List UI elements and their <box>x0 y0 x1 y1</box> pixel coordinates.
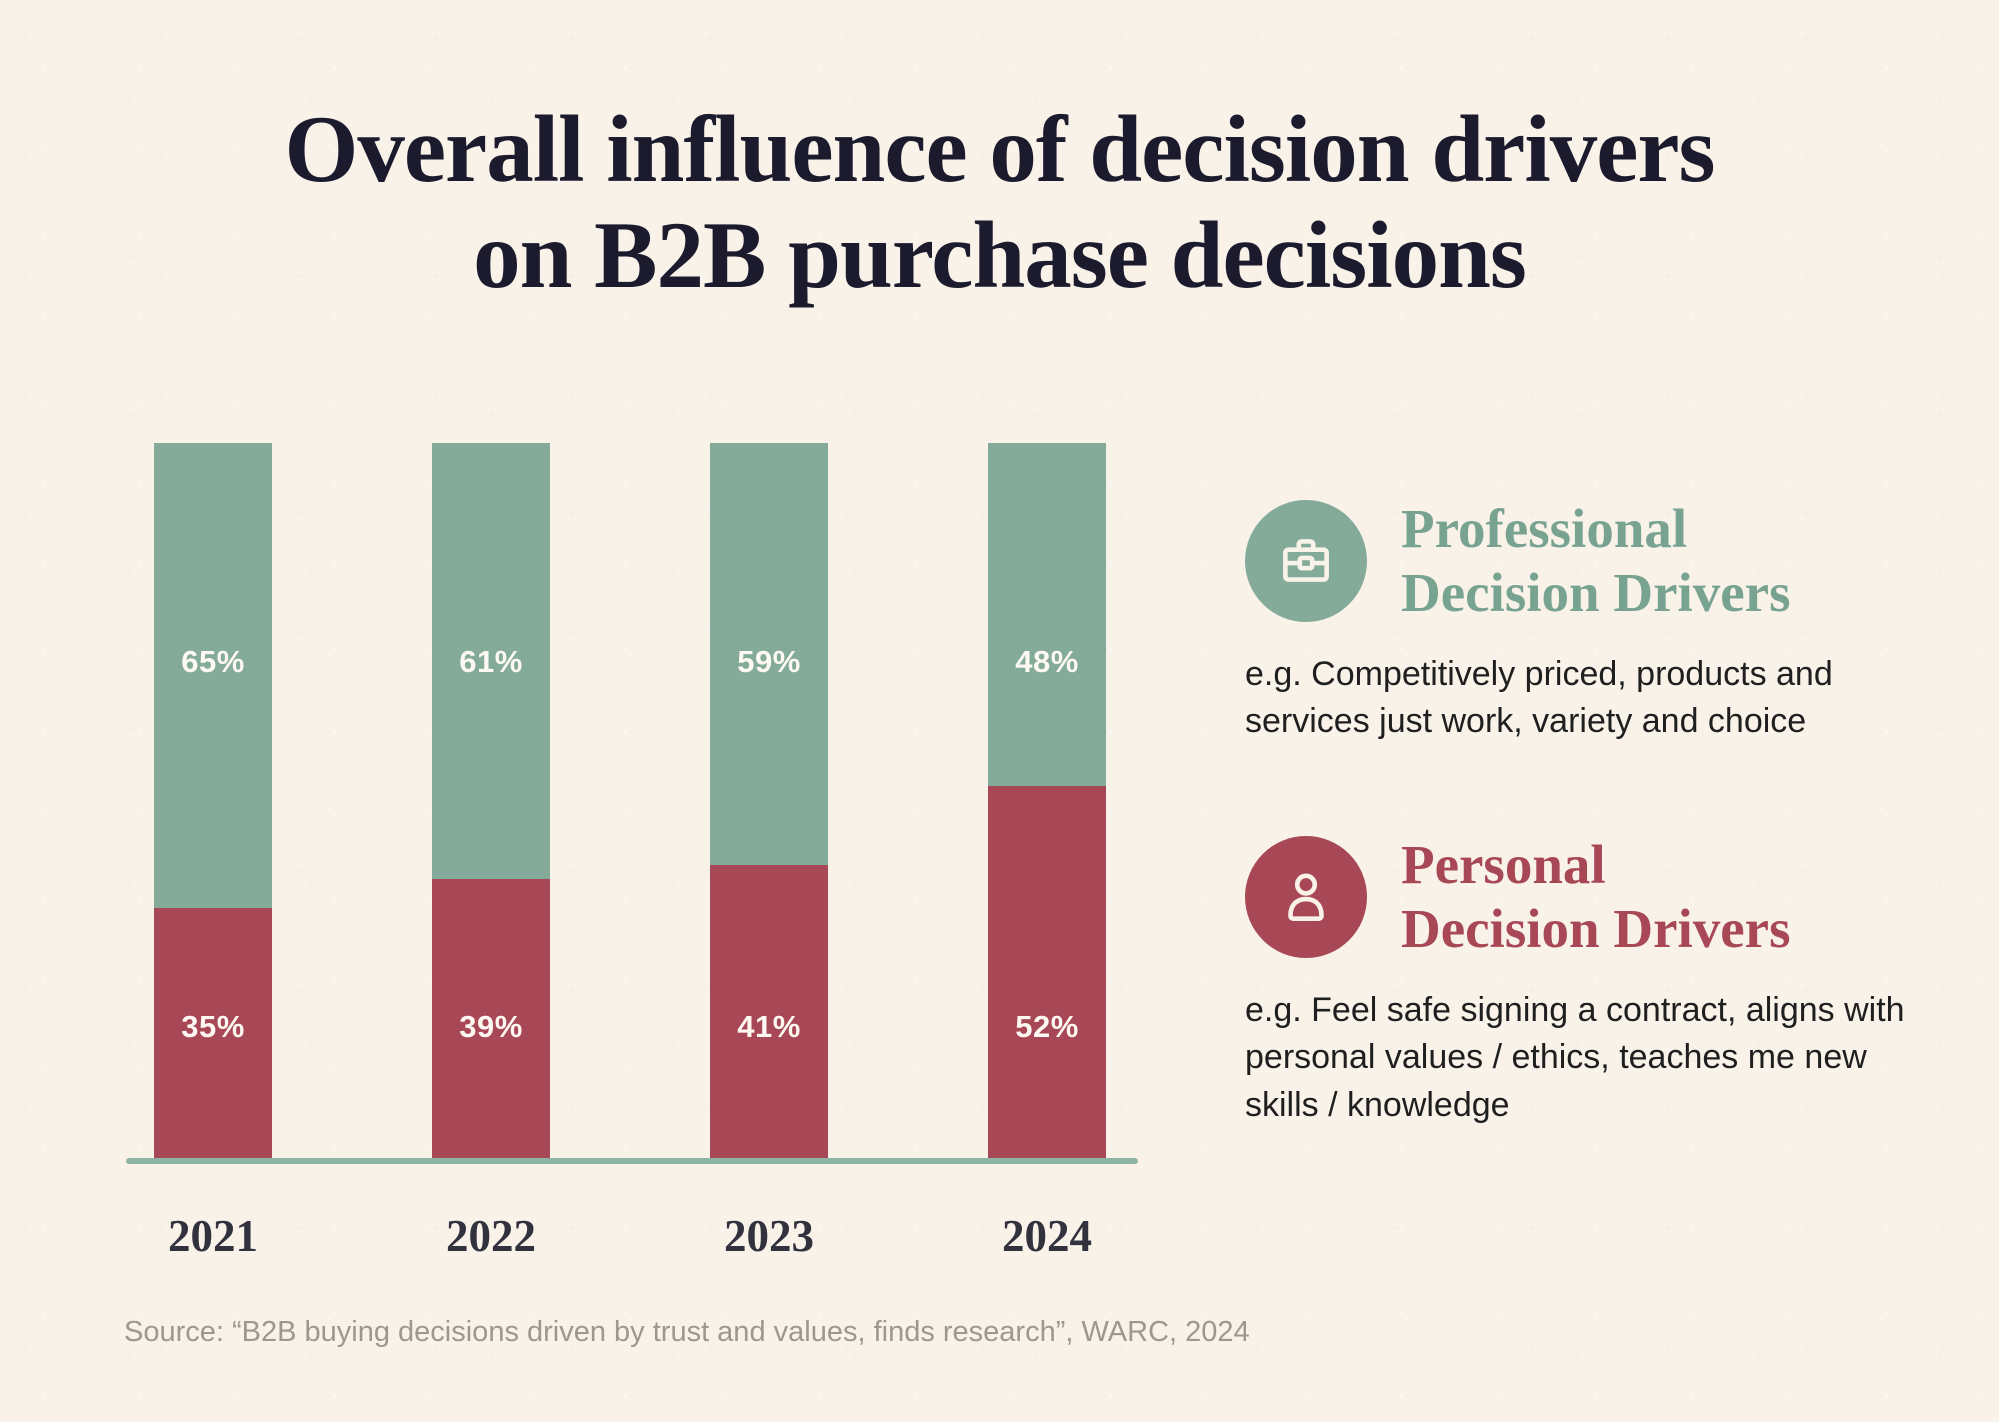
professional-legend-badge <box>1245 499 1367 622</box>
legend-professional-description: e.g. Competitively priced, products and … <box>1245 654 1833 741</box>
legend-personal-header: Personal Decision Drivers <box>1245 833 1935 961</box>
legend-personal: Personal Decision Drivers e.g. Feel safe… <box>1245 833 1935 1129</box>
professional-value-label: 65% <box>181 644 245 679</box>
bar-group-2023: 59% 41% 2023 <box>710 443 828 1261</box>
legend-professional-title-line-1: Professional <box>1401 498 1688 559</box>
bar-segment-professional <box>710 443 828 865</box>
legend-personal-description: e.g. Feel safe signing a contract, align… <box>1245 990 1905 1124</box>
page-title: Overall influence of decision drivers on… <box>0 96 1999 309</box>
bar-group-2022: 61% 39% 2022 <box>432 443 550 1261</box>
bar-segment-professional <box>988 443 1106 787</box>
bar-segment-personal <box>710 864 828 1158</box>
personal-value-label: 35% <box>181 1009 245 1044</box>
professional-value-label: 59% <box>737 644 801 679</box>
legend-professional-title: Professional Decision Drivers <box>1401 497 1791 625</box>
bar-group-2021: 65% 35% 2021 <box>154 443 272 1261</box>
personal-value-label: 52% <box>1015 1009 1079 1044</box>
personal-value-label: 41% <box>737 1009 801 1044</box>
x-axis-label-2021: 2021 <box>168 1211 258 1261</box>
legend-personal-title-line-1: Personal <box>1401 834 1606 895</box>
bar-segment-professional <box>432 443 550 880</box>
legend-professional-header: Professional Decision Drivers <box>1245 497 1935 625</box>
stacked-bar-2022 <box>432 443 550 1158</box>
legend-professional-title-line-2: Decision Drivers <box>1401 561 1791 623</box>
bar-segment-personal <box>432 879 550 1158</box>
bar-chart: 65% 35% 2021 61% 39% 2022 59% 41% 2023 48% 52% 2024 <box>126 443 1138 1263</box>
personal-value-label: 39% <box>459 1009 523 1044</box>
bar-segment-professional <box>154 443 272 908</box>
legend-personal-title: Personal Decision Drivers <box>1401 833 1791 961</box>
x-axis-label-2022: 2022 <box>446 1211 536 1261</box>
stacked-bar-2024 <box>988 443 1106 1158</box>
professional-value-label: 48% <box>1015 644 1079 679</box>
x-axis-label-2023: 2023 <box>724 1211 814 1261</box>
page-title-line-1: Overall influence of decision drivers <box>284 96 1715 202</box>
source-citation: Source: “B2B buying decisions driven by … <box>124 1316 1250 1348</box>
legend-personal-title-line-2: Decision Drivers <box>1401 897 1791 959</box>
page-title-line-2: on B2B purchase decisions <box>473 202 1527 309</box>
briefcase-icon <box>1283 538 1329 582</box>
person-icon <box>1288 873 1324 921</box>
x-axis-line <box>126 1158 1138 1164</box>
bar-group-2024: 48% 52% 2024 <box>988 443 1106 1261</box>
bar-segment-personal <box>988 786 1106 1158</box>
legend-professional: Professional Decision Drivers e.g. Compe… <box>1245 497 1935 746</box>
personal-legend-badge <box>1245 835 1367 958</box>
stacked-bar-2023 <box>710 443 828 1158</box>
bar-segment-personal <box>154 907 272 1158</box>
stacked-bar-2021 <box>154 443 272 1158</box>
x-axis-label-2024: 2024 <box>1002 1211 1092 1261</box>
professional-value-label: 61% <box>459 644 523 679</box>
